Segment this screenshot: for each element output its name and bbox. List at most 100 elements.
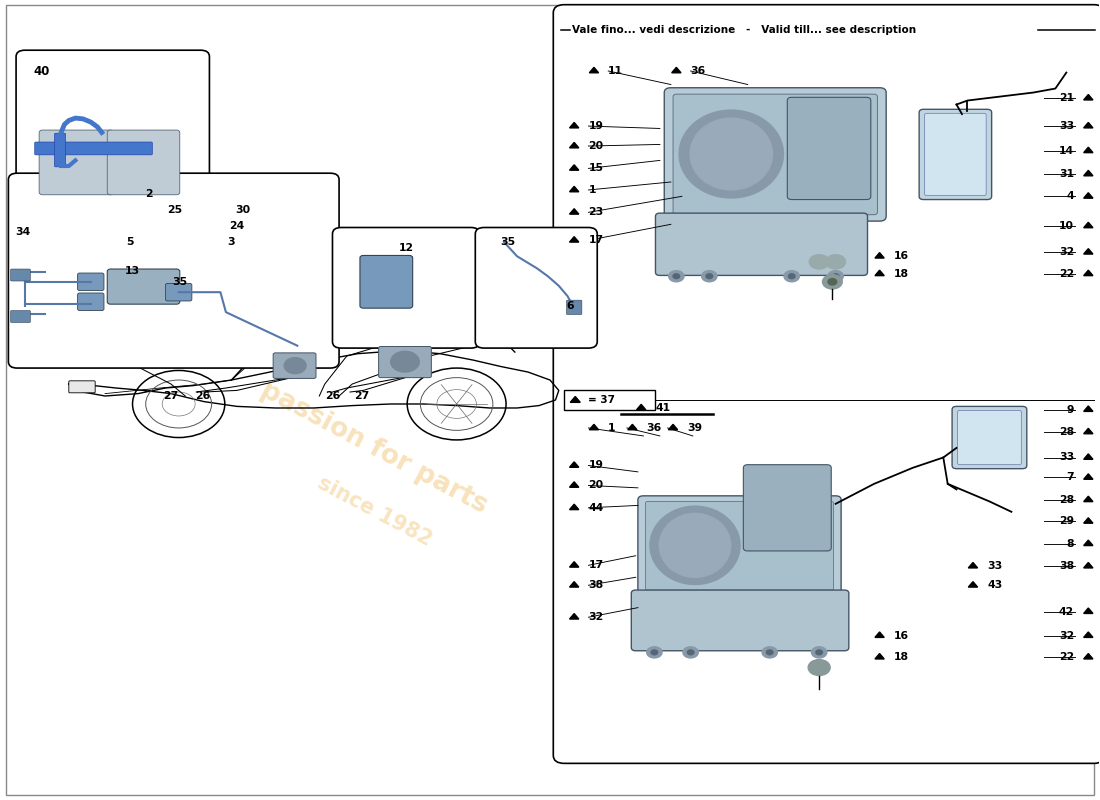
Polygon shape [1084,474,1093,479]
Circle shape [647,646,662,658]
Text: 25: 25 [167,205,182,215]
FancyBboxPatch shape [78,293,104,310]
Polygon shape [1084,518,1093,523]
Text: 33: 33 [1059,121,1074,131]
Polygon shape [570,142,579,148]
FancyBboxPatch shape [958,410,1021,465]
FancyBboxPatch shape [40,130,114,194]
Text: 30: 30 [234,205,250,215]
Circle shape [784,270,800,282]
Polygon shape [1084,428,1093,434]
Polygon shape [570,482,579,487]
Text: 35: 35 [173,277,187,287]
FancyBboxPatch shape [360,255,412,308]
Text: 12: 12 [398,243,414,254]
Text: passion for parts: passion for parts [256,377,492,519]
Text: 3: 3 [228,237,235,247]
Circle shape [828,270,844,282]
FancyBboxPatch shape [953,406,1026,469]
Polygon shape [570,237,579,242]
Ellipse shape [650,506,740,585]
Circle shape [789,274,795,278]
Circle shape [706,274,713,278]
Circle shape [823,274,843,289]
Text: 29: 29 [1059,516,1074,526]
FancyBboxPatch shape [78,273,104,290]
Text: 36: 36 [647,423,662,433]
Text: 16: 16 [894,630,909,641]
Text: 39: 39 [688,423,703,433]
Text: 32: 32 [588,612,604,622]
Polygon shape [1084,222,1093,228]
FancyBboxPatch shape [925,114,986,195]
Polygon shape [1084,632,1093,638]
Ellipse shape [659,514,730,578]
Text: 31: 31 [1059,169,1074,179]
FancyBboxPatch shape [744,465,832,551]
FancyBboxPatch shape [108,269,179,304]
FancyBboxPatch shape [564,390,656,410]
Circle shape [826,254,846,269]
Ellipse shape [690,118,772,190]
Text: 19: 19 [588,121,604,131]
Text: 15: 15 [588,163,604,174]
Text: 41: 41 [656,403,671,413]
Polygon shape [874,632,884,638]
Text: 38: 38 [1059,561,1074,571]
FancyBboxPatch shape [631,590,849,650]
Text: 32: 32 [1059,247,1074,258]
Polygon shape [590,424,598,430]
FancyBboxPatch shape [16,50,209,222]
Text: 20: 20 [588,481,604,490]
Text: 36: 36 [691,66,706,76]
Polygon shape [570,614,579,619]
Text: 6: 6 [566,301,574,310]
FancyBboxPatch shape [108,130,179,194]
Text: DFRS: DFRS [766,246,1037,394]
Text: 28: 28 [1059,495,1074,505]
Polygon shape [1084,406,1093,411]
FancyBboxPatch shape [475,227,597,348]
Circle shape [762,646,778,658]
Text: 24: 24 [229,221,244,231]
Text: 33: 33 [987,561,1002,571]
FancyBboxPatch shape [553,5,1100,763]
Text: 13: 13 [125,266,140,276]
FancyBboxPatch shape [656,213,868,275]
Text: 18: 18 [894,269,909,279]
Circle shape [816,650,823,654]
Polygon shape [1084,654,1093,659]
Polygon shape [1084,496,1093,502]
Polygon shape [669,424,678,430]
Text: 8: 8 [1067,538,1074,549]
Text: 32: 32 [1059,630,1074,641]
Polygon shape [570,186,579,192]
Polygon shape [874,253,884,258]
Text: since 1982: since 1982 [314,474,435,550]
Text: = 37: = 37 [588,395,616,406]
Text: 1: 1 [608,423,616,433]
FancyBboxPatch shape [273,353,316,378]
FancyBboxPatch shape [566,300,582,314]
Text: 4: 4 [1066,191,1074,202]
Polygon shape [570,562,579,567]
Text: 38: 38 [588,580,604,590]
Text: 16: 16 [894,251,909,262]
FancyBboxPatch shape [9,173,339,368]
Polygon shape [1084,122,1093,128]
Text: 27: 27 [354,391,370,401]
FancyBboxPatch shape [646,502,834,590]
Polygon shape [874,654,884,659]
Polygon shape [1084,270,1093,276]
Polygon shape [628,424,637,430]
Text: 9: 9 [1067,405,1074,414]
Polygon shape [968,562,978,568]
Text: 33: 33 [1059,453,1074,462]
Polygon shape [874,270,884,276]
Text: 22: 22 [1059,269,1074,279]
FancyBboxPatch shape [920,110,991,199]
Circle shape [683,646,698,658]
Circle shape [284,358,306,374]
Circle shape [390,351,419,372]
Text: 35: 35 [500,237,516,247]
